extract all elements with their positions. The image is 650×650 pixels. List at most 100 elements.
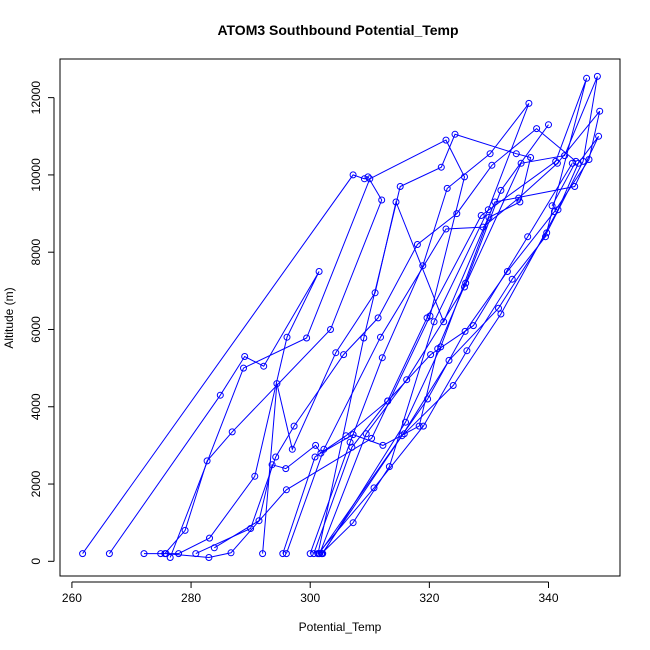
data-point: [216, 391, 224, 399]
data-point: [378, 196, 386, 204]
series-line: [82, 174, 383, 555]
data-point: [317, 449, 325, 457]
data-point: [362, 430, 370, 438]
data-point: [203, 457, 211, 465]
data-point: [360, 334, 368, 342]
data-point: [392, 198, 400, 206]
data-point: [533, 125, 541, 133]
series-line: [195, 127, 577, 555]
data-point: [157, 550, 165, 558]
data-point: [290, 422, 298, 430]
x-axis-label: Potential_Temp: [299, 620, 382, 634]
data-point: [370, 484, 378, 492]
data-point: [445, 356, 453, 364]
y-tick-label: 2000: [29, 470, 43, 497]
data-point: [105, 550, 113, 558]
data-point: [595, 132, 603, 140]
data-point: [517, 159, 525, 167]
y-tick-label: 10000: [29, 158, 43, 192]
data-point: [443, 184, 451, 192]
data-point: [140, 550, 148, 558]
data-point: [542, 233, 549, 241]
data-point: [596, 107, 604, 115]
series-line: [285, 110, 601, 554]
data-point: [312, 441, 320, 449]
x-tick-label: 260: [62, 591, 82, 605]
data-point: [259, 550, 267, 558]
series-line: [282, 163, 573, 554]
data-point: [282, 486, 290, 494]
series-line: [108, 271, 320, 555]
data-point: [554, 206, 562, 214]
data-point: [430, 318, 438, 326]
y-axis-label: Altitude (m): [2, 287, 16, 348]
data-point: [273, 380, 281, 388]
data-point: [272, 453, 280, 461]
data-point: [508, 275, 516, 283]
data-point: [593, 72, 601, 80]
data-point: [315, 550, 323, 558]
data-point: [240, 364, 247, 372]
data-point: [205, 554, 213, 561]
x-tick-label: 300: [300, 591, 320, 605]
data-point: [545, 121, 552, 129]
data-point: [384, 397, 392, 405]
data-point: [434, 345, 442, 353]
data-point: [525, 99, 533, 107]
data-point: [349, 519, 357, 527]
series-line: [214, 124, 549, 549]
data-point: [315, 268, 323, 275]
data-point: [260, 362, 268, 370]
data-point: [553, 159, 561, 167]
data-point: [548, 202, 556, 210]
data-point: [181, 526, 189, 534]
data-point: [332, 349, 340, 357]
data-point: [463, 347, 471, 355]
data-point: [306, 550, 314, 558]
data-point: [524, 233, 532, 241]
data-point: [327, 326, 334, 333]
data-point: [453, 210, 461, 218]
y-tick-label: 4000: [29, 393, 43, 420]
data-point: [413, 241, 421, 248]
y-tick-label: 12000: [29, 81, 43, 115]
data-point: [503, 268, 511, 275]
series-line: [313, 78, 588, 554]
data-point: [486, 150, 494, 158]
data-point: [488, 161, 496, 169]
data-point: [192, 550, 200, 558]
data-point: [402, 418, 409, 426]
y-axis: 0 2000 4000 6000 8000 10000 12000: [29, 81, 55, 565]
data-point: [516, 198, 524, 206]
data-point: [349, 431, 357, 439]
data-point: [385, 463, 393, 471]
data-point: [485, 213, 493, 221]
data-point: [311, 453, 319, 461]
data-point: [379, 441, 387, 449]
series-line: [262, 135, 600, 554]
data-point: [497, 310, 505, 318]
data-point: [279, 550, 287, 558]
data-point: [175, 550, 183, 558]
data-point: [512, 150, 520, 158]
data-point: [360, 175, 368, 183]
data-point: [79, 550, 87, 558]
data-point: [403, 376, 411, 384]
data-point: [241, 353, 249, 360]
data-point: [477, 212, 485, 219]
x-axis: 260 280 300 320 340: [62, 581, 559, 605]
data-point: [166, 554, 174, 561]
data-point: [227, 549, 235, 557]
x-tick-label: 320: [419, 591, 439, 605]
data-point: [162, 550, 170, 558]
data-point: [419, 422, 427, 430]
data-point: [288, 445, 296, 453]
data-point: [427, 351, 435, 359]
data-point: [364, 173, 372, 181]
data-point: [303, 334, 311, 342]
data-point: [572, 157, 580, 165]
data-point: [462, 279, 470, 287]
data-point: [449, 382, 457, 389]
data-point: [583, 74, 591, 82]
